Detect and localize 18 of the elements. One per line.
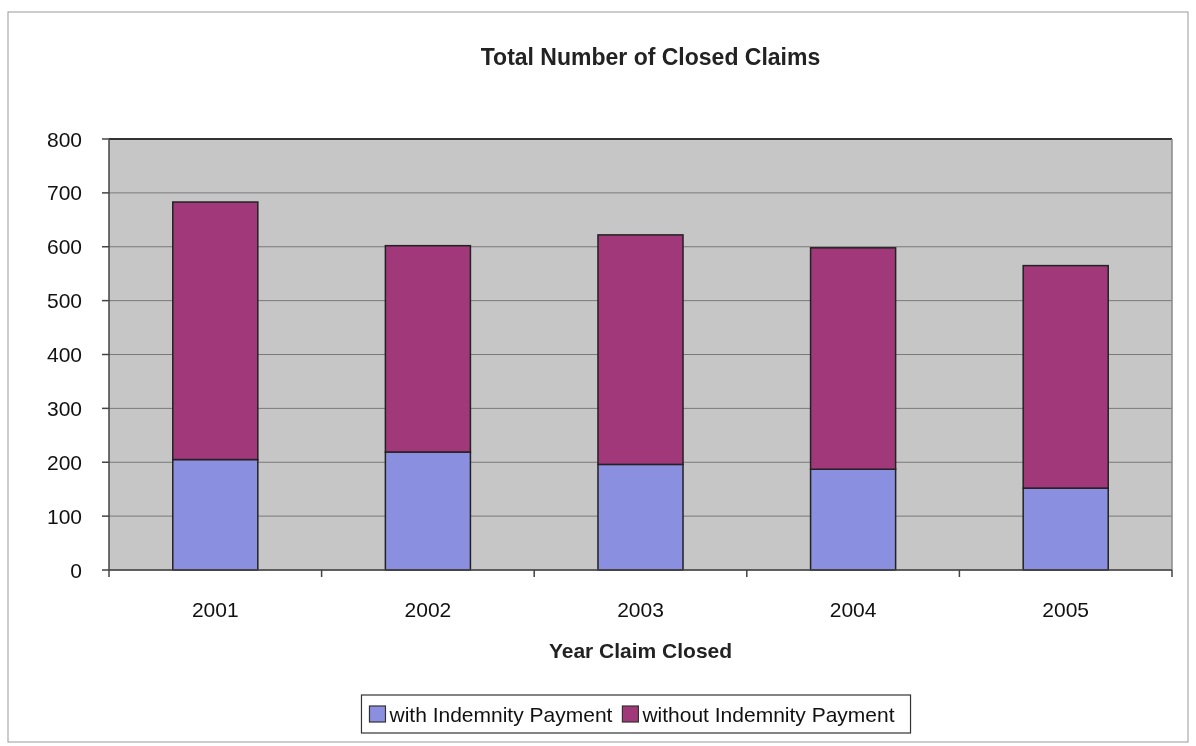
x-tick-label: 2001: [191, 598, 239, 621]
legend-label: with Indemnity Payment: [388, 702, 613, 726]
y-tick-label: 0: [70, 558, 82, 582]
x-tick-label: 2003: [617, 598, 664, 621]
y-tick-label: 100: [46, 504, 82, 528]
y-tick-label: 700: [46, 181, 82, 205]
x-tick-label: 2004: [829, 598, 877, 621]
y-tick-label: 800: [46, 127, 82, 151]
legend-label: without Indemnity Payment: [641, 702, 895, 726]
x-axis-title: Year Claim Closed: [548, 639, 733, 662]
chart-title: Total Number of Closed Claims: [480, 44, 821, 70]
x-tick-label: 2002: [404, 598, 452, 621]
x-tick-label: 2005: [1042, 598, 1090, 621]
y-tick-label: 200: [46, 450, 82, 474]
y-tick-label: 500: [46, 289, 82, 313]
y-tick-label: 400: [46, 343, 82, 367]
y-tick-label: 300: [46, 396, 82, 420]
y-tick-label: 600: [46, 235, 82, 259]
